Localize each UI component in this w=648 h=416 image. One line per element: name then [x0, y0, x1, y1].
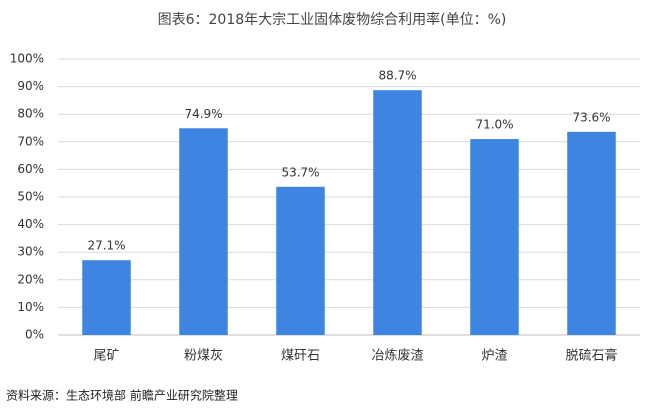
y-tick-label: 40% — [17, 217, 44, 231]
value-label: 74.9% — [184, 107, 222, 121]
source-note: 资料来源：生态环境部 前瞻产业研究院整理 — [6, 388, 238, 403]
value-label: 53.7% — [281, 165, 319, 179]
x-tick-label: 冶炼废渣 — [371, 348, 423, 364]
bar — [82, 260, 131, 335]
x-tick-label: 炉渣 — [481, 349, 507, 364]
value-label: 27.1% — [87, 239, 125, 253]
y-tick-label: 0% — [25, 328, 44, 342]
bar — [179, 128, 228, 335]
y-tick-label: 90% — [17, 79, 44, 93]
bar — [373, 90, 422, 335]
x-tick-label: 脱硫石膏 — [565, 348, 617, 364]
y-tick-label: 70% — [17, 134, 44, 148]
x-tick-label: 尾矿 — [93, 349, 119, 364]
bar — [470, 139, 519, 335]
y-tick-label: 30% — [17, 245, 44, 259]
y-tick-label: 20% — [17, 272, 44, 286]
y-tick-label: 10% — [17, 300, 44, 314]
y-tick-label: 80% — [17, 107, 44, 121]
x-tick-label: 粉煤灰 — [184, 349, 223, 364]
value-label: 88.7% — [378, 69, 416, 83]
y-tick-label: 100% — [10, 52, 44, 66]
y-tick-label: 60% — [17, 162, 44, 176]
bar — [567, 131, 616, 335]
value-label: 73.6% — [572, 110, 610, 124]
chart-title: 图表6：2018年大宗工业固体废物综合利用率(单位：%) — [158, 11, 507, 28]
value-label: 71.0% — [475, 118, 513, 132]
x-tick-label: 煤矸石 — [281, 349, 320, 364]
y-tick-label: 50% — [17, 190, 44, 204]
bar — [276, 186, 325, 335]
